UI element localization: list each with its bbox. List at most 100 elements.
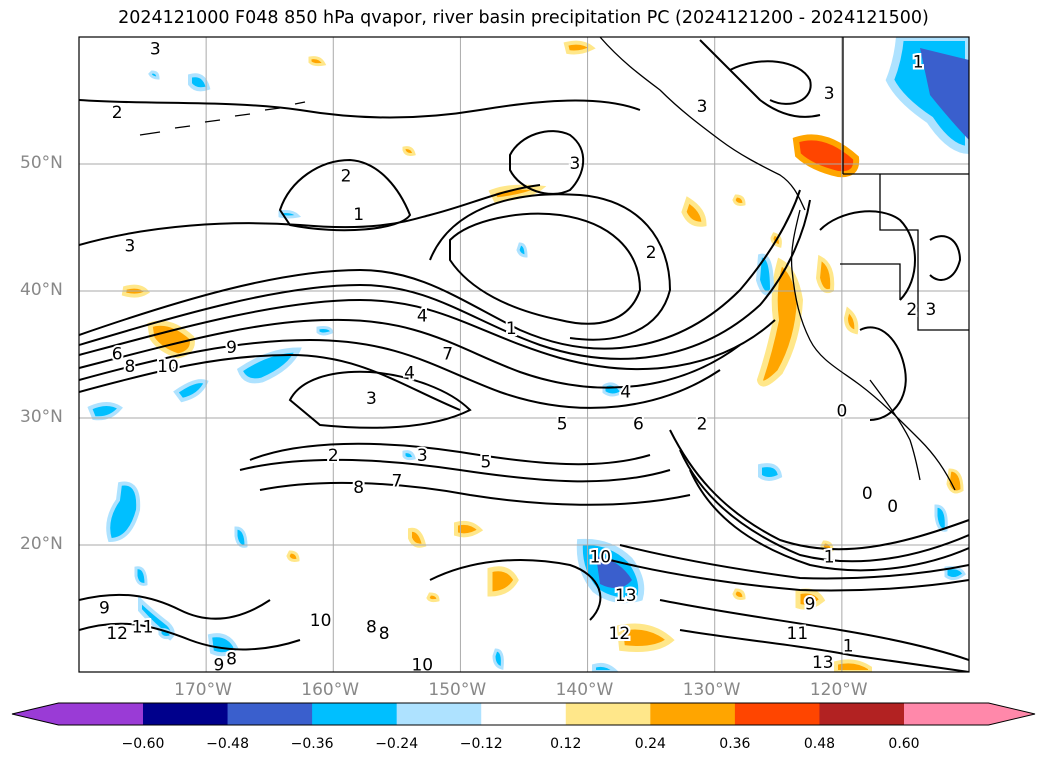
patch: [316, 326, 334, 336]
contour-label: 10: [157, 357, 179, 377]
contour-label: 3: [366, 389, 377, 409]
colorbar-extend-high: [904, 703, 1035, 725]
contour-label: 2: [697, 414, 708, 434]
contour-line: [79, 318, 741, 389]
colorbar-segment: [227, 703, 313, 725]
contour-label: 3: [124, 237, 135, 257]
colorbar-extend-low: [12, 703, 143, 725]
contour-line: [79, 298, 776, 371]
patch: [402, 450, 416, 461]
contour-label: 9: [805, 595, 816, 615]
contour-line: [819, 210, 916, 301]
contour-line: [609, 559, 969, 592]
patch: [815, 254, 835, 294]
contour-line: [288, 370, 472, 429]
colorbar-tick-label: 0.36: [719, 736, 751, 752]
colorbar-tick-label: −0.60: [121, 736, 165, 752]
contour-label: 4: [404, 364, 415, 384]
figure-title: 2024121000 F048 850 hPa qvapor, river ba…: [118, 8, 929, 28]
contour-label: 6: [112, 345, 123, 365]
contour-label: 11: [132, 618, 154, 638]
patch: [454, 520, 484, 538]
baja-coast: [869, 379, 921, 481]
contour-label: 8: [366, 618, 377, 638]
contour-line: [699, 39, 821, 118]
lon-tick-label: 150°W: [428, 680, 487, 700]
colorbar-tick-label: 0.48: [803, 736, 836, 752]
state-border: [879, 174, 969, 331]
contour-label: 9: [99, 599, 110, 619]
contour-label: 1: [506, 319, 517, 339]
contour-line: [449, 212, 642, 325]
contour-line: [689, 469, 969, 572]
contour-label: 2: [328, 446, 339, 466]
patch: [492, 648, 504, 670]
contour-label: 8: [124, 357, 135, 377]
colorbar-segment: [650, 703, 736, 725]
precipitation-shading: [87, 37, 969, 672]
lon-tick-label: 130°W: [682, 680, 741, 700]
contour-label: 1: [353, 205, 364, 225]
contour-line: [249, 442, 651, 466]
colorbar-segment: [143, 703, 229, 725]
contour-label: 8: [353, 478, 364, 498]
contour-label: 9: [213, 656, 224, 676]
contour-label: 3: [824, 84, 835, 104]
colorbar-tick-label: −0.48: [206, 736, 249, 752]
patch: [756, 257, 804, 387]
patch: [792, 134, 860, 178]
patch: [934, 504, 948, 532]
negative-patches: [87, 37, 969, 672]
contour-line: [239, 458, 671, 483]
colorbar-tick-label: −0.12: [459, 736, 503, 752]
patch: [106, 481, 141, 543]
patch: [616, 623, 675, 652]
patch: [134, 566, 148, 586]
patch: [286, 550, 300, 562]
contour-label: 5: [557, 414, 568, 434]
colorbar-segment: [819, 703, 905, 725]
contour-line: [79, 353, 461, 411]
lat-tick-label: 40°N: [20, 280, 63, 300]
patch: [487, 566, 519, 597]
contour-line: [79, 199, 811, 360]
colorbar-outline: [11, 702, 1036, 726]
map-background: [79, 37, 969, 672]
colorbar-tick-label: 0.60: [888, 736, 920, 752]
contour-label: 5: [480, 452, 491, 472]
contour-line: [679, 449, 969, 563]
contour-label: 1: [824, 548, 835, 568]
patch: [402, 146, 416, 156]
patch: [946, 468, 964, 494]
patch: [188, 73, 211, 92]
contour-label: 10: [310, 611, 332, 631]
lat-tick-label: 30°N: [20, 407, 63, 427]
contour-label: 13: [615, 586, 637, 606]
contour-label: 0: [836, 402, 847, 422]
contour-label: 6: [633, 414, 644, 434]
contour-line: [429, 193, 672, 341]
moisture-contours: [79, 39, 969, 672]
patch: [488, 184, 547, 203]
contour-line: [429, 559, 602, 621]
colorbar-tick-label: 0.24: [634, 736, 666, 752]
contour-label: 0: [862, 484, 873, 504]
patch: [308, 56, 327, 67]
contour-label: 1: [913, 52, 924, 72]
contour-line: [929, 235, 962, 281]
contour-line: [659, 599, 969, 661]
colorbar-segment: [481, 703, 567, 725]
contour-label: 7: [391, 472, 402, 492]
colorbar-segment: [565, 703, 651, 725]
colorbar-segment: [396, 703, 482, 725]
contour-label: 1: [843, 637, 854, 657]
state-border: [840, 263, 901, 300]
patch: [516, 242, 528, 258]
contour-label: 9: [226, 338, 237, 358]
gridlines: [79, 37, 969, 672]
contour-line: [509, 130, 585, 195]
patch: [592, 662, 619, 672]
contour-label: 4: [417, 306, 428, 326]
patch: [732, 588, 746, 600]
